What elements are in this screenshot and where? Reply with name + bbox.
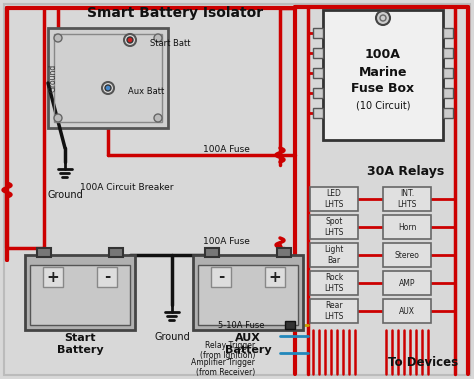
Bar — [285, 321, 295, 329]
Bar — [211, 267, 231, 287]
Bar — [443, 108, 453, 118]
Text: Marine: Marine — [359, 66, 407, 78]
Text: Spot
LHTS: Spot LHTS — [324, 217, 344, 237]
Text: 100A Circuit Breaker: 100A Circuit Breaker — [80, 183, 173, 191]
Bar — [310, 243, 358, 267]
Text: LED
LHTS: LED LHTS — [324, 189, 344, 209]
Bar — [313, 28, 323, 38]
Bar — [383, 215, 431, 239]
Bar — [43, 267, 63, 287]
Bar — [383, 271, 431, 295]
Bar — [37, 248, 51, 257]
Bar — [443, 68, 453, 78]
Text: (10 Circuit): (10 Circuit) — [356, 101, 410, 111]
Text: -: - — [218, 269, 224, 285]
Bar — [310, 215, 358, 239]
Text: Aux Batt: Aux Batt — [128, 86, 164, 96]
Text: Rear
LHTS: Rear LHTS — [324, 301, 344, 321]
Bar — [310, 271, 358, 295]
Text: Amplifier Trigger
(from Receiver): Amplifier Trigger (from Receiver) — [191, 358, 255, 377]
Text: AUX
Battery: AUX Battery — [225, 333, 271, 355]
Bar — [97, 267, 117, 287]
Bar — [383, 299, 431, 323]
Bar — [383, 187, 431, 211]
Bar — [265, 267, 285, 287]
Circle shape — [54, 114, 62, 122]
Text: Fuse Box: Fuse Box — [351, 83, 415, 96]
Text: Ground: Ground — [154, 332, 190, 342]
Bar — [54, 34, 162, 122]
Text: 100A Fuse: 100A Fuse — [203, 236, 250, 246]
Text: Start
Battery: Start Battery — [57, 333, 103, 355]
Bar — [277, 248, 291, 257]
Text: +: + — [46, 269, 59, 285]
Circle shape — [124, 34, 136, 46]
Text: To Devices: To Devices — [388, 356, 458, 368]
Bar — [25, 255, 135, 330]
Bar — [48, 28, 168, 128]
Circle shape — [105, 85, 111, 91]
Bar — [30, 265, 130, 325]
Bar — [383, 243, 431, 267]
Text: INT.
LHTS: INT. LHTS — [397, 189, 417, 209]
Bar — [313, 68, 323, 78]
Text: Relay Trigger
(from Ignition): Relay Trigger (from Ignition) — [200, 341, 255, 360]
Text: AUX: AUX — [399, 307, 415, 315]
Text: Horn: Horn — [398, 222, 416, 232]
Bar — [313, 48, 323, 58]
Bar — [443, 28, 453, 38]
Text: 5-10A Fuse: 5-10A Fuse — [219, 321, 265, 329]
Bar — [109, 248, 123, 257]
Text: Start Batt: Start Batt — [150, 39, 191, 47]
Text: AMP: AMP — [399, 279, 415, 288]
Bar — [443, 48, 453, 58]
Bar — [313, 108, 323, 118]
Text: 100A Fuse: 100A Fuse — [203, 146, 250, 155]
Text: Rock
LHTS: Rock LHTS — [324, 273, 344, 293]
Text: -: - — [104, 269, 110, 285]
Circle shape — [54, 34, 62, 42]
Bar — [313, 88, 323, 98]
Circle shape — [102, 82, 114, 94]
Text: 100A: 100A — [365, 49, 401, 61]
Text: Light
Bar: Light Bar — [324, 245, 344, 265]
Circle shape — [154, 114, 162, 122]
Circle shape — [376, 11, 390, 25]
Text: Ground: Ground — [47, 190, 83, 200]
Bar — [198, 265, 298, 325]
Bar — [193, 255, 303, 330]
Text: Smart Battery Isolator: Smart Battery Isolator — [87, 6, 263, 20]
Bar — [310, 187, 358, 211]
Circle shape — [127, 37, 133, 43]
Circle shape — [154, 34, 162, 42]
Text: 30A Relays: 30A Relays — [367, 166, 445, 179]
Bar — [443, 88, 453, 98]
Text: Ground: Ground — [48, 64, 57, 92]
Bar — [205, 248, 219, 257]
Text: +: + — [269, 269, 282, 285]
Text: Stereo: Stereo — [394, 251, 419, 260]
Bar — [310, 299, 358, 323]
Bar — [323, 10, 443, 140]
